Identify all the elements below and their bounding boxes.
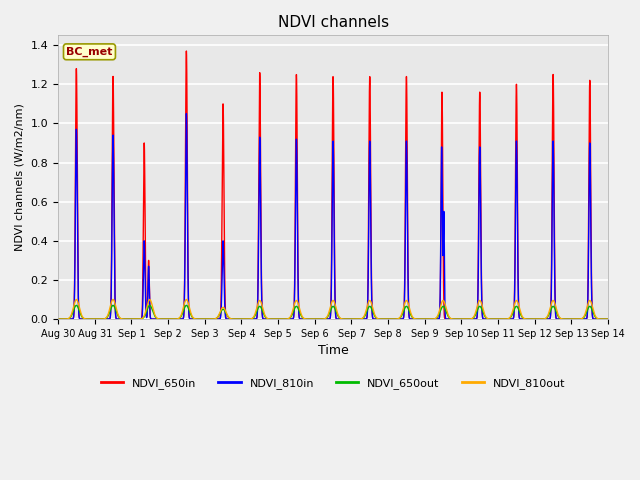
NDVI_650in [427,316,435,322]
Legend: NDVI_650in, NDVI_810in, NDVI_650out, NDVI_810out: NDVI_650in, NDVI_810in, NDVI_650out, NDV… [96,373,570,393]
NDVI_650out [489,316,497,322]
NDVI_810out [54,316,62,322]
NDVI_810in [54,316,62,322]
NDVI_810in [401,233,409,239]
NDVI_810in [267,316,275,322]
NDVI_650in [84,316,92,322]
NDVI_650out [520,316,528,322]
NDVI_650out [427,316,435,322]
NDVI_650out [267,316,275,322]
NDVI_810out [520,316,528,322]
NDVI_810in [182,111,190,117]
NDVI_810out [489,316,497,322]
NDVI_650out [84,316,92,322]
NDVI_810in [84,316,92,322]
NDVI_650out [54,316,62,322]
NDVI_810in [427,316,435,322]
NDVI_810in [520,316,528,322]
NDVI_810in [489,316,497,322]
NDVI_650in [520,316,528,322]
NDVI_650in [54,316,62,322]
NDVI_810out [72,297,80,302]
NDVI_650in [267,316,275,322]
NDVI_650out [401,304,409,310]
NDVI_650in [489,316,497,322]
Line: NDVI_810in: NDVI_810in [58,114,640,319]
X-axis label: Time: Time [317,344,348,357]
Line: NDVI_650in: NDVI_650in [58,51,640,319]
NDVI_810out [267,316,275,322]
NDVI_810out [401,299,409,305]
NDVI_650out [72,302,80,308]
Text: BC_met: BC_met [67,47,113,57]
NDVI_650in [182,48,190,54]
Title: NDVI channels: NDVI channels [278,15,388,30]
Y-axis label: NDVI channels (W/m2/nm): NDVI channels (W/m2/nm) [15,103,25,251]
NDVI_810out [427,316,435,322]
Line: NDVI_650out: NDVI_650out [58,305,640,319]
NDVI_650in [401,203,409,208]
Line: NDVI_810out: NDVI_810out [58,300,640,319]
NDVI_810out [84,316,92,322]
